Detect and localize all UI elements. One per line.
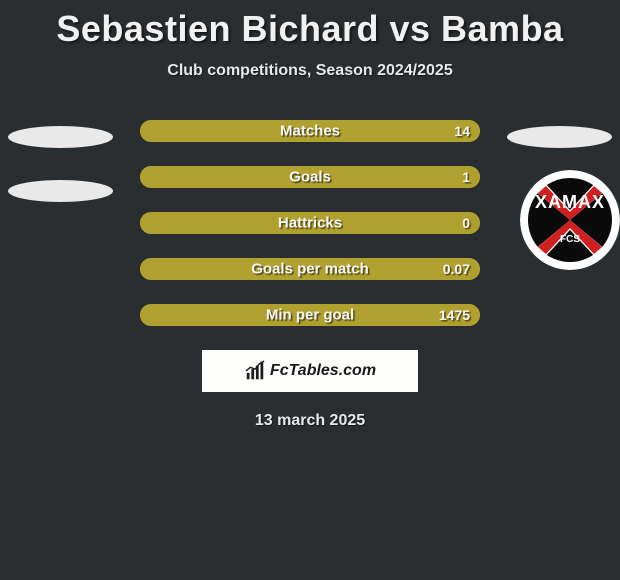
stat-value-right: 0 bbox=[462, 215, 470, 231]
brand-text: FcTables.com bbox=[270, 362, 376, 380]
stat-label: Matches bbox=[280, 123, 340, 140]
stat-value-right: 0.07 bbox=[443, 261, 470, 277]
date-text: 13 march 2025 bbox=[0, 412, 620, 430]
stat-row: Goals per match 0.07 bbox=[0, 258, 620, 280]
stat-value-right: 1 bbox=[462, 169, 470, 185]
stat-label: Hattricks bbox=[278, 215, 342, 232]
stats-icon bbox=[244, 360, 266, 382]
stat-label: Goals bbox=[289, 169, 331, 186]
subtitle: Club competitions, Season 2024/2025 bbox=[0, 62, 620, 80]
stat-bar: Hattricks 0 bbox=[140, 212, 480, 234]
club-badge-xamax: XAMAX FCS bbox=[520, 170, 620, 270]
stat-label: Min per goal bbox=[266, 307, 354, 324]
club-badge-subtext: FCS bbox=[560, 234, 580, 245]
stat-bar: Goals per match 0.07 bbox=[140, 258, 480, 280]
side-badge bbox=[8, 126, 113, 148]
stat-row: Min per goal 1475 bbox=[0, 304, 620, 326]
club-badge-svg: XAMAX FCS bbox=[520, 170, 620, 270]
stat-value-right: 1475 bbox=[439, 307, 470, 323]
page-title: Sebastien Bichard vs Bamba bbox=[0, 0, 620, 50]
side-badge bbox=[507, 126, 612, 148]
club-badge-text: XAMAX bbox=[535, 192, 605, 212]
stat-value-right: 14 bbox=[454, 123, 470, 139]
brand-box: FcTables.com bbox=[202, 350, 418, 392]
stat-bar: Goals 1 bbox=[140, 166, 480, 188]
stat-bar: Min per goal 1475 bbox=[140, 304, 480, 326]
stat-bar: Matches 14 bbox=[140, 120, 480, 142]
stat-label: Goals per match bbox=[251, 261, 369, 278]
side-badge bbox=[8, 180, 113, 202]
